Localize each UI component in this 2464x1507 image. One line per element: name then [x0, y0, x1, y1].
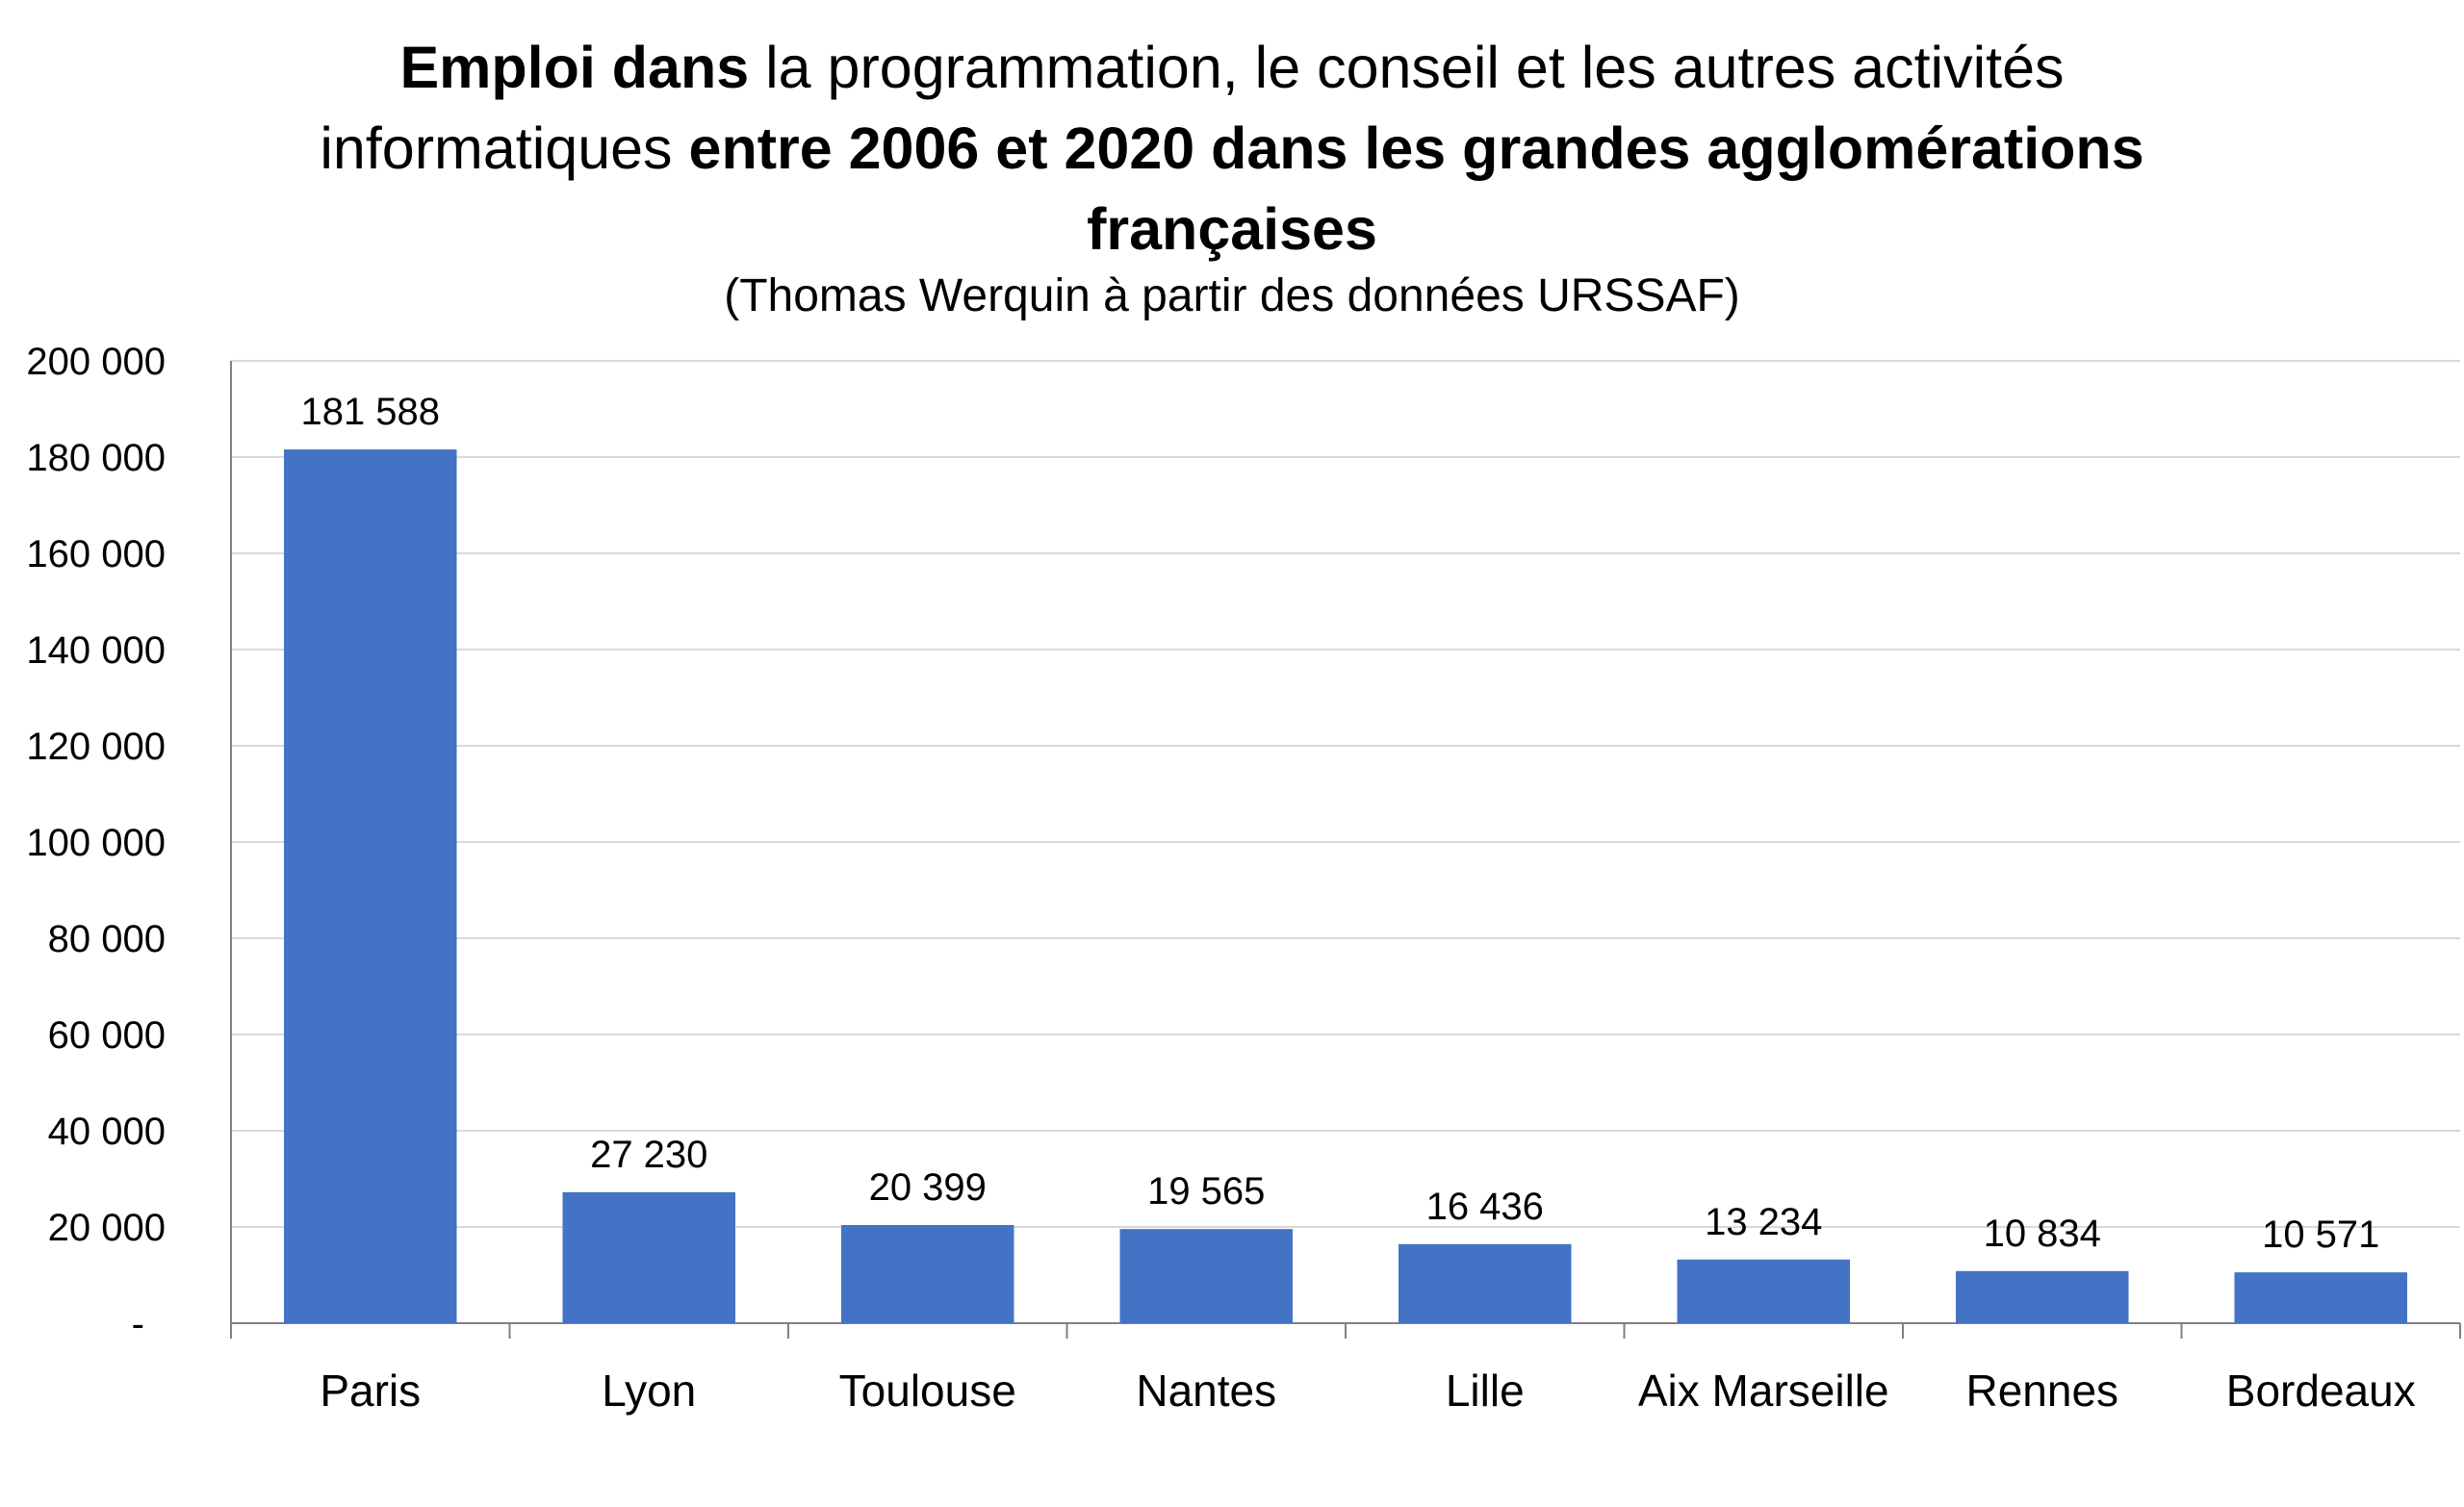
- gridlines: [231, 360, 2460, 1228]
- x-category-label: Lille: [1446, 1366, 1525, 1416]
- chart-title-part: Emploi dans: [399, 35, 750, 100]
- y-tick-label: -: [132, 1303, 144, 1345]
- chart-title-part: entre 2006 et 2020 dans les grandes aggl…: [688, 115, 2144, 262]
- bar-toulouse: [841, 1225, 1014, 1323]
- bar-paris: [284, 449, 457, 1323]
- bar-lyon: [562, 1191, 735, 1323]
- bar-nantes: [1119, 1229, 1293, 1323]
- data-label: 181 588: [300, 391, 440, 433]
- x-category-label: Rennes: [1965, 1366, 2118, 1416]
- bar-aix-marseille: [1677, 1259, 1850, 1323]
- chart-title-part: la programmation, le conseil et les autr…: [320, 35, 2065, 181]
- data-label: 13 234: [1705, 1201, 1822, 1243]
- y-tick-label: 60 000: [48, 1014, 166, 1057]
- x-category-label: Lyon: [602, 1366, 696, 1416]
- data-label: 27 230: [590, 1134, 707, 1176]
- data-label: 19 565: [1147, 1170, 1265, 1213]
- chart-subtitle: (Thomas Werquin à partir des données URS…: [724, 270, 1740, 321]
- y-tick-label: 180 000: [26, 437, 166, 479]
- x-category-label: Toulouse: [839, 1366, 1016, 1416]
- x-category-label: Nantes: [1136, 1366, 1276, 1416]
- labels: - 20 000 40 000 60 000 80 000 100 000 120 000 1…: [26, 341, 2415, 1416]
- y-tick-label: 160 000: [26, 533, 166, 575]
- y-tick-label: 120 000: [26, 726, 166, 768]
- bar-bordeaux: [2234, 1272, 2407, 1323]
- y-tick-label: 20 000: [48, 1207, 166, 1249]
- data-label: 10 571: [2262, 1213, 2379, 1256]
- y-tick-label: 80 000: [48, 918, 166, 960]
- y-tick-label: 140 000: [26, 629, 166, 672]
- y-tick-label: 40 000: [48, 1111, 166, 1153]
- x-category-label: Aix Marseille: [1638, 1366, 1889, 1416]
- x-category-label: Paris: [320, 1366, 421, 1416]
- data-label: 10 834: [1984, 1213, 2101, 1255]
- axes: [230, 361, 2461, 1339]
- bars: [284, 449, 2407, 1323]
- chart-title: Emploi dans la programmation, le conseil…: [270, 27, 2194, 269]
- y-tick-label: 200 000: [26, 341, 166, 383]
- data-label: 16 436: [1426, 1186, 1544, 1228]
- y-tick-label: 100 000: [26, 822, 166, 864]
- bar-rennes: [1956, 1270, 2129, 1323]
- x-category-label: Bordeaux: [2226, 1366, 2416, 1416]
- bar-lille: [1399, 1243, 1572, 1323]
- data-label: 20 399: [869, 1166, 987, 1209]
